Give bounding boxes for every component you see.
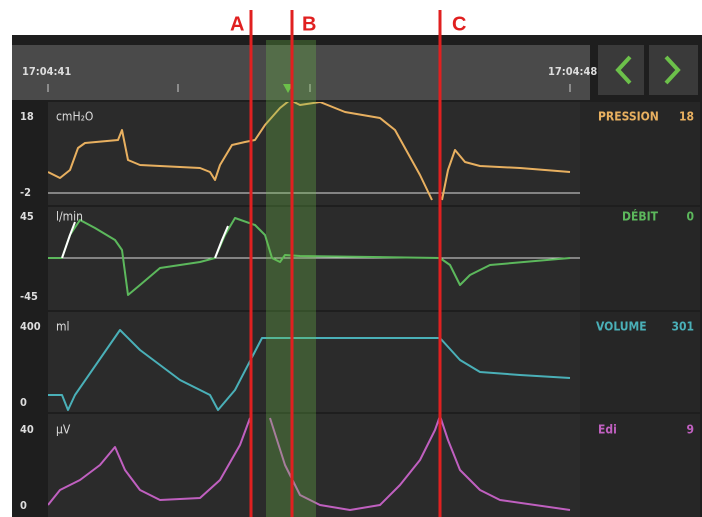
axis-max: 18 [20,110,34,123]
timeline [12,45,590,100]
unit: l/min [56,210,83,224]
unit: μV [56,423,71,437]
axis-min: -2 [20,186,31,199]
axis-min: 0 [20,499,27,512]
marker-label: B [302,13,316,35]
channel-value: 18 [679,110,694,124]
channel-label: DÉBIT [622,209,659,224]
flow-inspiration [61,221,76,259]
next-icon [664,55,681,85]
unit: cmH₂O [56,110,93,124]
marker-label: A [230,13,244,35]
time-start: 17:04:41 [22,65,71,78]
axis-min: -45 [20,290,38,303]
channel-label: VOLUME [596,320,647,334]
channel-value: 0 [686,210,694,224]
time-end: 17:04:48 [548,65,597,78]
axis-min: 0 [20,396,27,409]
axis-max: 400 [20,320,41,333]
unit: ml [56,320,70,334]
prev-icon [615,55,632,85]
pressure-wave [441,149,571,201]
channel-value: 9 [686,423,694,437]
axis-max: 45 [20,210,34,223]
flow-wave [48,217,571,296]
prev-button[interactable] [598,45,644,95]
flow-inspiration [214,225,229,259]
panels [48,102,700,517]
marker-label: C [452,13,466,35]
channel-value: 301 [671,320,694,334]
pressure-wave [48,102,433,201]
channel-label: PRESSION [598,110,659,124]
edi-wave [269,415,571,511]
next-button[interactable] [649,45,698,95]
volume-wave [48,329,571,411]
edi-wave [48,417,251,506]
axis-max: 40 [20,423,34,436]
channel-label: Edi [598,423,617,437]
